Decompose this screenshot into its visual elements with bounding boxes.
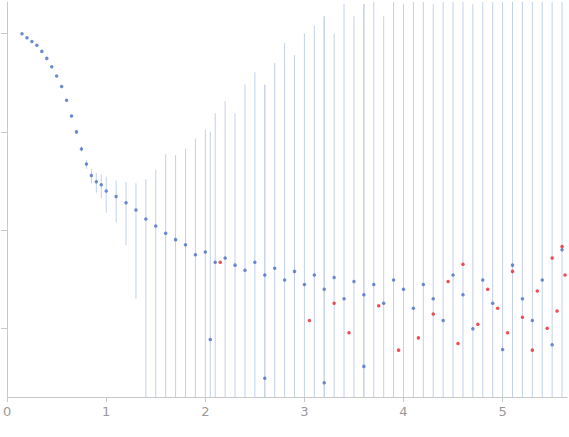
svg-text:2: 2	[201, 404, 209, 419]
svg-text:1: 1	[102, 404, 110, 419]
svg-text:0: 0	[3, 404, 11, 419]
svg-text:3: 3	[300, 404, 308, 419]
svg-text:5: 5	[498, 404, 506, 419]
svg-text:4: 4	[399, 404, 407, 419]
